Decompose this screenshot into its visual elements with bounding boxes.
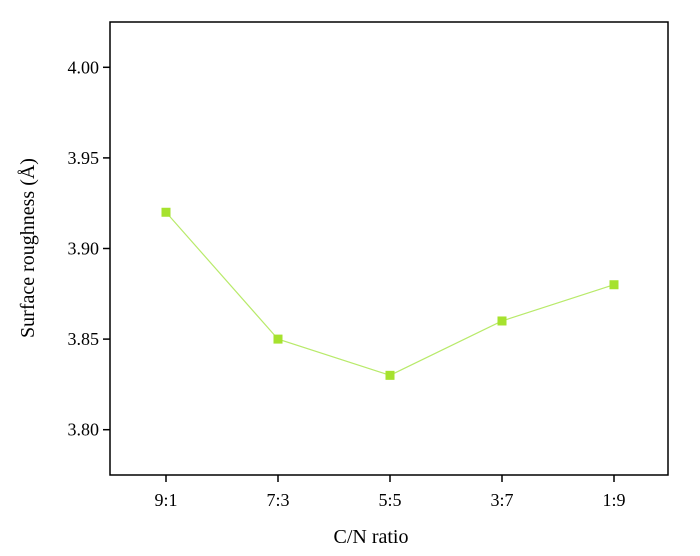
x-tick-label: 7:3: [266, 490, 289, 510]
y-tick-label: 3.90: [68, 239, 100, 259]
x-tick-label: 3:7: [490, 490, 513, 510]
y-axis-label: Surface roughness (Å): [17, 158, 39, 338]
x-tick-label: 5:5: [378, 490, 401, 510]
data-points: [161, 207, 619, 380]
y-tick-label: 3.85: [68, 329, 100, 349]
x-axis: 9:1 7:3 5:5 3:7 1:9: [154, 475, 626, 510]
y-axis: 3.80 3.85 3.90 3.95 4.00: [68, 57, 110, 440]
y-tick-label: 3.95: [68, 148, 100, 168]
data-point-9-1: [161, 207, 171, 217]
data-point-5-5: [385, 370, 395, 380]
plot-frame: [109, 21, 669, 476]
series-line: [165, 211, 615, 376]
data-point-1-9: [609, 280, 619, 290]
x-tick-label: 9:1: [154, 490, 177, 510]
data-point-3-7: [497, 316, 507, 326]
x-axis-label: C/N ratio: [334, 526, 409, 548]
data-point-7-3: [273, 334, 283, 344]
y-tick-label: 3.80: [68, 420, 100, 440]
x-tick-label: 1:9: [602, 490, 625, 510]
y-tick-label: 4.00: [68, 57, 100, 77]
